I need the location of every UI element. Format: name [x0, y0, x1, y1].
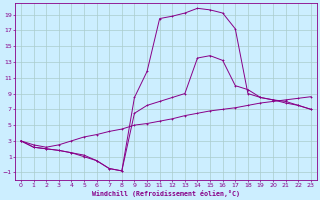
X-axis label: Windchill (Refroidissement éolien,°C): Windchill (Refroidissement éolien,°C) — [92, 190, 240, 197]
